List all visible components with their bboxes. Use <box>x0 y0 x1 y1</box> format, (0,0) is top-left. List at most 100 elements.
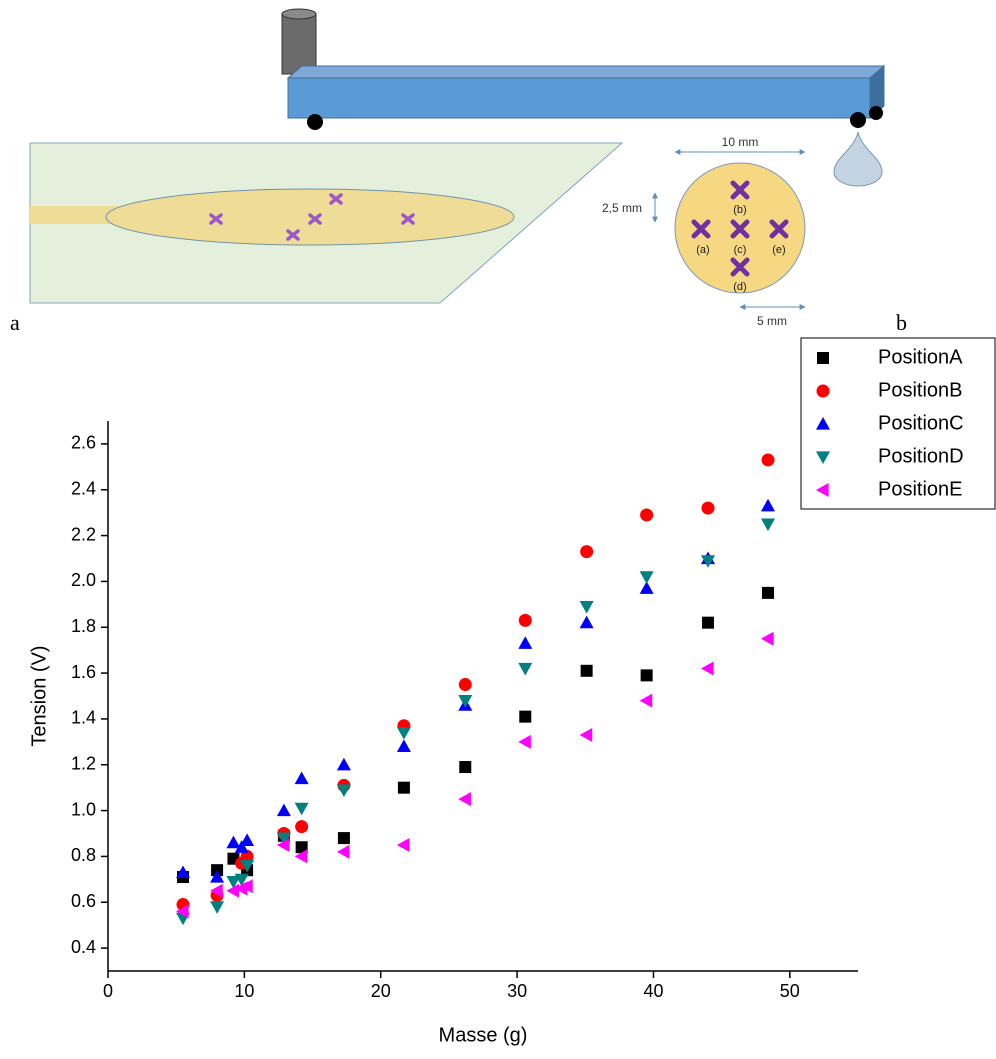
marker <box>240 859 255 873</box>
y-tick-label: 2.2 <box>71 524 96 544</box>
marker <box>336 757 351 771</box>
y-tick-label: 0.6 <box>71 891 96 911</box>
marker <box>294 771 309 785</box>
wheel <box>850 112 866 128</box>
marker <box>276 832 291 846</box>
legend-label: PositionC <box>878 412 964 434</box>
dimension-label: 5 mm <box>757 314 787 328</box>
marker <box>701 661 714 676</box>
x-tick-label: 20 <box>371 981 391 1001</box>
legend-marker <box>816 451 830 464</box>
marker <box>210 901 225 914</box>
y-tick-label: 1.6 <box>71 662 96 682</box>
drop <box>833 131 883 187</box>
marker <box>295 820 309 834</box>
marker <box>240 833 255 846</box>
marker <box>176 865 190 879</box>
legend-label: PositionD <box>878 445 964 467</box>
marker <box>396 739 411 753</box>
dimension-label: 2,5 mm <box>602 201 642 215</box>
marker <box>639 693 653 708</box>
marker <box>579 601 594 614</box>
marker <box>640 669 653 682</box>
marker <box>226 876 241 889</box>
marker <box>761 518 775 532</box>
weight <box>281 13 317 75</box>
marker <box>518 734 531 749</box>
marker <box>295 841 308 854</box>
x-axis-label: Masse (g) <box>439 1024 528 1046</box>
marker <box>276 803 291 817</box>
marker <box>210 870 225 883</box>
position-label: (d) <box>733 281 746 293</box>
marker <box>396 837 410 852</box>
y-tick-label: 2.6 <box>71 433 96 453</box>
y-tick-label: 2.4 <box>71 479 96 499</box>
marker <box>518 613 532 627</box>
small-marks <box>209 193 415 241</box>
marker <box>579 727 593 742</box>
marker <box>294 849 308 864</box>
marker <box>337 832 350 845</box>
marker <box>701 555 715 568</box>
marker <box>226 883 240 898</box>
legend-marker <box>816 483 829 497</box>
y-tick-label: 0.4 <box>71 937 96 957</box>
marker <box>639 581 654 594</box>
marker <box>397 781 410 794</box>
marker <box>762 586 774 599</box>
marker <box>640 508 654 522</box>
marker <box>336 784 351 797</box>
x-tick-label: 10 <box>234 981 254 1001</box>
legend-label: PositionB <box>878 379 963 401</box>
marker <box>518 636 533 649</box>
legend-marker <box>816 384 830 398</box>
marker <box>294 802 309 816</box>
position-marks <box>691 180 789 277</box>
marker <box>458 694 473 708</box>
x-tick-label: 30 <box>507 981 527 1001</box>
electrode-strip <box>30 206 120 224</box>
legend-box <box>800 337 996 510</box>
marker <box>761 498 775 512</box>
marker <box>761 453 775 467</box>
position-label: (a) <box>696 244 709 256</box>
position-label: (b) <box>733 204 746 216</box>
y-tick-label: 1.4 <box>71 708 96 728</box>
marker <box>579 615 594 629</box>
marker <box>176 904 189 919</box>
marker <box>234 840 249 853</box>
wheel <box>869 106 883 120</box>
marker <box>701 501 715 515</box>
panel-label: a <box>10 310 20 335</box>
marker <box>639 571 654 584</box>
marker <box>396 727 411 740</box>
marker <box>234 873 249 887</box>
weight-top <box>281 8 317 20</box>
marker <box>276 837 290 852</box>
x-tick-label: 50 <box>780 981 800 1001</box>
position-label: (e) <box>772 244 785 256</box>
marker <box>761 631 774 646</box>
y-tick-label: 1.8 <box>71 616 96 636</box>
y-tick-label: 2.0 <box>71 570 96 590</box>
marker <box>459 761 472 774</box>
marker <box>580 545 594 559</box>
marker <box>518 662 533 676</box>
marker <box>458 792 471 807</box>
x-tick-label: 40 <box>643 981 663 1001</box>
marker <box>226 835 241 849</box>
y-axis-label: Tension (V) <box>28 645 50 746</box>
legend-marker <box>816 417 830 430</box>
marker <box>580 664 593 677</box>
marker <box>210 883 223 898</box>
panel-label: b <box>896 310 907 335</box>
marker <box>336 844 350 859</box>
y-tick-label: 1.0 <box>71 799 96 819</box>
marker <box>702 616 714 629</box>
wheel <box>307 114 323 130</box>
marker <box>519 710 532 723</box>
y-tick-label: 0.8 <box>71 845 96 865</box>
